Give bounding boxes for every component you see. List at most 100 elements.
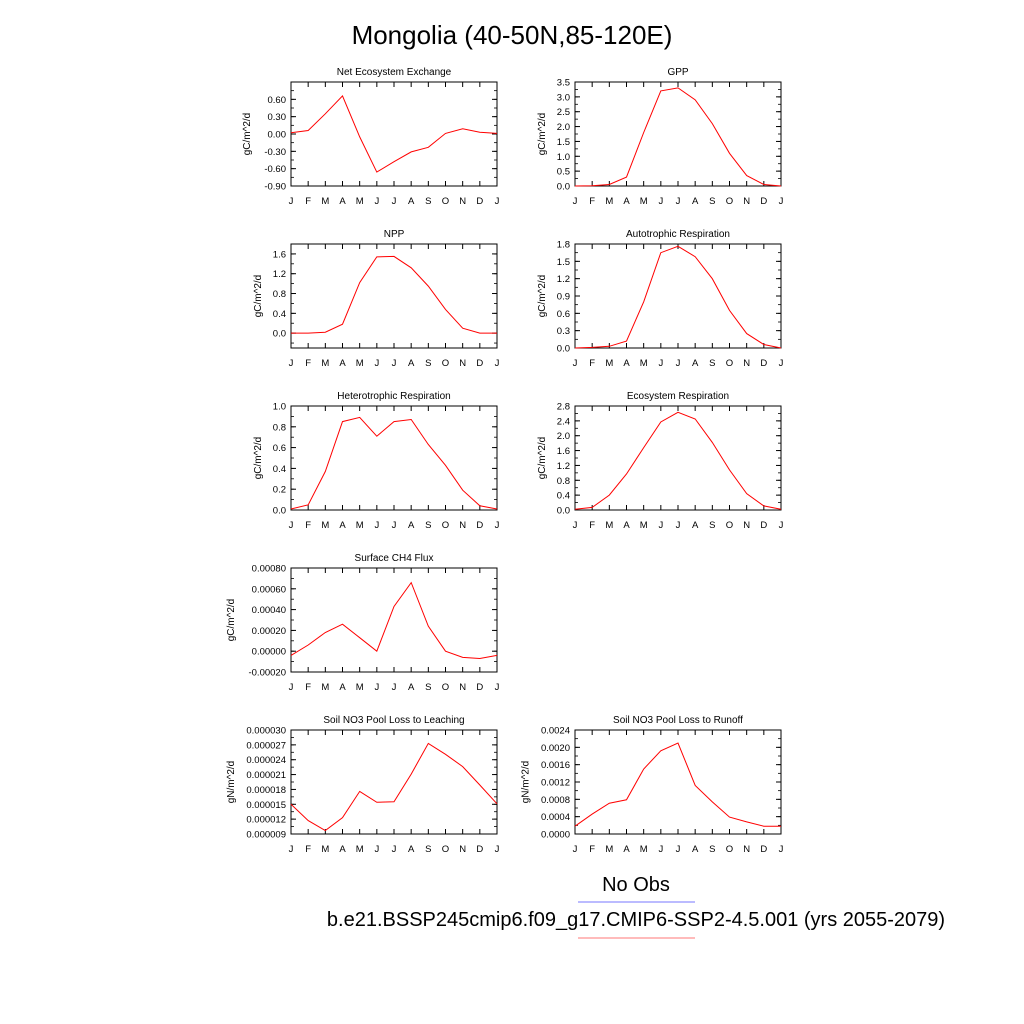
x-tick-label: S xyxy=(709,520,715,531)
x-tick-label: J xyxy=(495,844,500,855)
y-tick-label: 3.5 xyxy=(557,78,570,89)
x-tick-label: M xyxy=(356,844,364,855)
y-tick-label: 0.00020 xyxy=(252,626,286,637)
plot-frame xyxy=(290,567,498,673)
x-tick-label: J xyxy=(374,196,379,207)
y-tick-label: 0.0000 xyxy=(541,830,570,841)
y-tick-label: 0.0008 xyxy=(541,795,570,806)
x-tick-label: J xyxy=(495,196,500,207)
x-tick-label: O xyxy=(442,196,449,207)
x-tick-label: S xyxy=(425,520,431,531)
x-tick-label: J xyxy=(658,358,663,369)
panel-title: Soil NO3 Pool Loss to Leaching xyxy=(323,715,464,726)
x-tick-label: S xyxy=(425,358,431,369)
x-tick-label: M xyxy=(356,520,364,531)
plot-frame xyxy=(574,81,782,187)
x-tick-label: J xyxy=(374,520,379,531)
x-tick-label: M xyxy=(605,844,613,855)
y-tick-label: 0.000024 xyxy=(246,755,286,766)
x-tick-label: N xyxy=(459,520,466,531)
x-tick-label: J xyxy=(374,682,379,693)
x-tick-label: O xyxy=(726,844,733,855)
x-tick-label: S xyxy=(425,196,431,207)
x-tick-label: J xyxy=(374,844,379,855)
plot-frame xyxy=(290,729,498,835)
y-tick-label: 0.4 xyxy=(273,464,286,475)
series-line-surface-ch4-flux xyxy=(290,581,498,660)
x-tick-label: A xyxy=(339,358,346,369)
x-tick-label: O xyxy=(442,844,449,855)
y-tick-label: 0.2 xyxy=(273,485,286,496)
y-tick-label: 0.000030 xyxy=(246,726,286,737)
x-tick-label: O xyxy=(442,682,449,693)
y-tick-label: 1.2 xyxy=(273,269,286,280)
y-tick-label: 0.9 xyxy=(557,292,570,303)
x-tick-label: J xyxy=(289,196,294,207)
y-tick-label: 0.00080 xyxy=(252,564,286,575)
series-line-soil-no3-pool-loss-to-runoff xyxy=(574,742,781,827)
y-tick-label: 1.6 xyxy=(557,446,570,457)
plot-frame xyxy=(574,729,782,835)
x-tick-label: S xyxy=(425,682,431,693)
x-tick-label: J xyxy=(392,682,397,693)
y-tick-label: 0.00040 xyxy=(252,605,286,616)
x-tick-label: F xyxy=(305,196,311,207)
x-tick-label: S xyxy=(709,196,715,207)
x-tick-label: J xyxy=(658,520,663,531)
y-axis-label: gC/m^2/d xyxy=(242,113,253,156)
x-tick-label: M xyxy=(605,520,613,531)
series-line-soil-no3-pool-loss-to-leaching xyxy=(290,742,498,832)
x-tick-label: A xyxy=(623,520,630,531)
y-tick-label: 0.000015 xyxy=(246,800,286,811)
y-tick-label: -0.60 xyxy=(264,164,286,175)
x-tick-label: D xyxy=(760,358,767,369)
y-tick-label: 0.4 xyxy=(273,309,286,320)
x-tick-label: M xyxy=(356,196,364,207)
legend-label-case: b.e21.BSSP245cmip6.f09_g17.CMIP6-SSP2-4.… xyxy=(327,909,945,931)
x-tick-label: J xyxy=(676,844,681,855)
y-tick-label: 1.0 xyxy=(557,152,570,163)
y-tick-label: 2.0 xyxy=(557,431,570,442)
y-tick-label: -0.00020 xyxy=(248,668,286,679)
panel-title: Soil NO3 Pool Loss to Runoff xyxy=(613,715,743,726)
x-tick-label: F xyxy=(305,358,311,369)
x-tick-label: N xyxy=(459,196,466,207)
x-tick-label: S xyxy=(709,844,715,855)
panel-title: NPP xyxy=(384,229,405,240)
x-tick-label: J xyxy=(495,682,500,693)
legend-label-no-obs: No Obs xyxy=(602,874,670,896)
x-tick-label: J xyxy=(573,520,578,531)
y-tick-label: 0.000027 xyxy=(246,740,286,751)
x-tick-label: F xyxy=(305,844,311,855)
y-tick-label: 0.6 xyxy=(557,309,570,320)
x-tick-label: N xyxy=(459,682,466,693)
x-tick-label: J xyxy=(392,844,397,855)
x-tick-label: F xyxy=(305,682,311,693)
y-tick-label: 0.0 xyxy=(273,506,286,517)
x-tick-label: D xyxy=(476,844,483,855)
x-tick-label: O xyxy=(726,520,733,531)
x-tick-label: D xyxy=(476,520,483,531)
x-tick-label: N xyxy=(743,196,750,207)
y-axis-label: gN/m^2/d xyxy=(226,761,237,804)
y-tick-label: 3.0 xyxy=(557,92,570,103)
y-axis-label: gC/m^2/d xyxy=(253,275,264,318)
series-line-gpp xyxy=(574,87,782,187)
x-tick-label: F xyxy=(589,358,595,369)
y-tick-label: -0.30 xyxy=(264,147,286,158)
plot-frame xyxy=(574,243,782,349)
series-line-autotrophic-respiration xyxy=(574,245,782,349)
panel-title: Surface CH4 Flux xyxy=(355,553,434,564)
x-tick-label: S xyxy=(425,844,431,855)
x-tick-label: A xyxy=(339,196,346,207)
x-tick-label: D xyxy=(760,520,767,531)
x-tick-label: M xyxy=(321,196,329,207)
y-tick-label: 0.00 xyxy=(268,130,287,141)
x-tick-label: F xyxy=(589,196,595,207)
x-tick-label: J xyxy=(573,358,578,369)
y-tick-label: 0.8 xyxy=(273,289,286,300)
x-tick-label: J xyxy=(289,520,294,531)
